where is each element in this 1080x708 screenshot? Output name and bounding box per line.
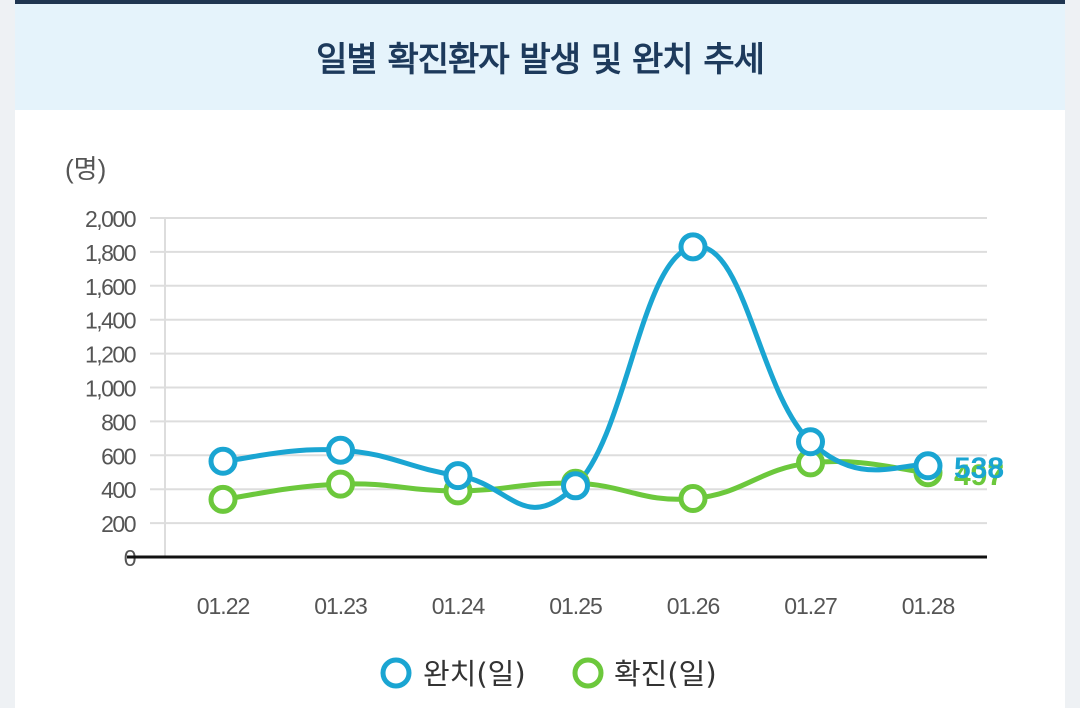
- data-point-series-1: [678, 484, 708, 514]
- chart-header: 일별 확진환자 발생 및 완치 추세: [15, 0, 1065, 110]
- x-tick-label: 01.23: [314, 593, 367, 619]
- chart-title: 일별 확진환자 발생 및 완치 추세: [316, 40, 765, 80]
- y-tick-label: 1,000: [85, 376, 136, 402]
- line-chart: (명)02004006008001,0001,2001,4001,6001,80…: [65, 154, 1004, 691]
- y-tick-label: 2,000: [85, 206, 136, 232]
- y-tick-label: 600: [101, 443, 136, 469]
- x-tick-label: 01.25: [549, 593, 602, 619]
- x-tick-label: 01.28: [902, 593, 955, 619]
- y-axis-unit-label: (명): [65, 154, 106, 184]
- end-data-label-series-0: 538: [954, 452, 1004, 485]
- y-tick-label: 200: [101, 511, 136, 537]
- x-tick-label: 01.27: [784, 593, 837, 619]
- y-tick-label: 400: [101, 477, 136, 503]
- data-point-series-0: [326, 435, 355, 465]
- data-point-series-0: [208, 446, 238, 476]
- data-point-series-0: [678, 232, 708, 262]
- legend-label-series-1: 확진(일): [614, 657, 717, 691]
- y-tick-label: 1,800: [85, 240, 136, 266]
- data-point-series-0: [913, 451, 943, 481]
- data-point-series-0: [561, 471, 590, 501]
- x-tick-label: 01.24: [432, 593, 486, 619]
- legend-label-series-0: 완치(일): [423, 657, 526, 691]
- y-tick-label: 1,400: [85, 308, 136, 334]
- x-tick-label: 01.22: [197, 593, 250, 619]
- data-point-series-1: [208, 484, 238, 514]
- data-point-series-0: [443, 461, 473, 491]
- chart-card: 일별 확진환자 발생 및 완치 추세 (명)02004006008001,000…: [15, 0, 1065, 708]
- y-tick-label: 1,600: [85, 274, 136, 300]
- y-tick-label: 1,200: [85, 342, 136, 368]
- data-point-series-1: [326, 469, 355, 499]
- y-tick-label: 800: [101, 409, 136, 435]
- legend-marker-series-1: [572, 657, 604, 689]
- x-tick-label: 01.26: [667, 593, 720, 619]
- end-data-label-series-1: 497: [954, 459, 1004, 492]
- data-point-series-0: [796, 427, 825, 457]
- legend-marker-series-0: [380, 657, 412, 689]
